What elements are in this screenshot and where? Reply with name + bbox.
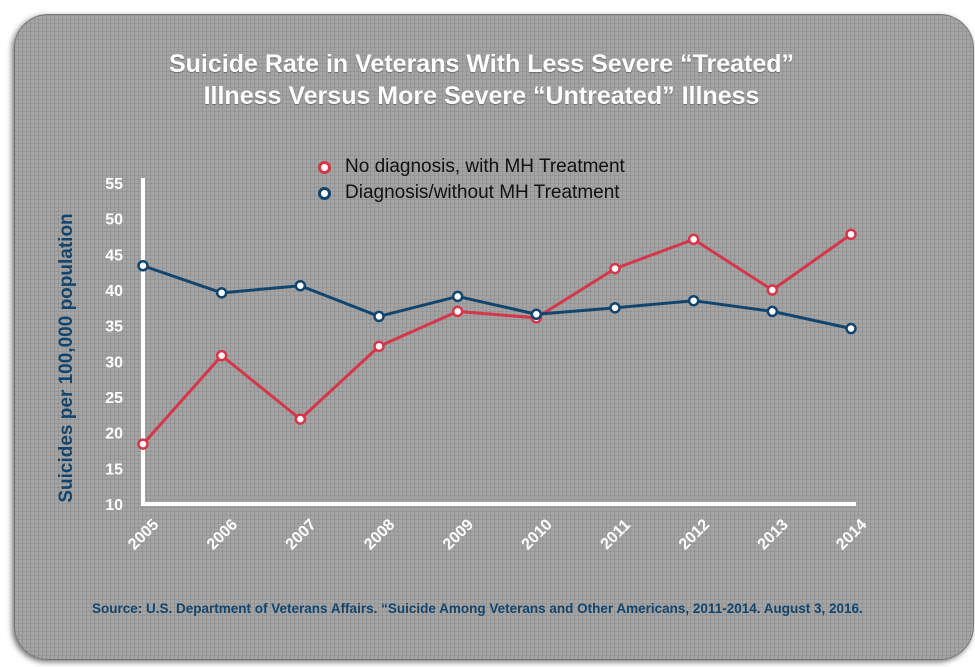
y-tick-label: 35 xyxy=(105,319,123,336)
data-point-untreated xyxy=(609,302,621,314)
x-tick-label: 2013 xyxy=(755,516,792,553)
data-point-untreated xyxy=(137,259,149,272)
y-tick-label: 30 xyxy=(105,354,123,371)
series-line-treated xyxy=(141,233,852,446)
data-point-untreated xyxy=(687,294,700,307)
chart-legend: No diagnosis, with MH Treatment Diagnosi… xyxy=(318,154,625,206)
y-tick-label: 50 xyxy=(105,212,123,229)
legend-item-untreated: Diagnosis/without MH Treatment xyxy=(318,180,625,206)
x-tick-label: 2007 xyxy=(283,516,320,553)
data-point-treated xyxy=(687,233,700,246)
source-note: Source: U.S. Department of Veterans Affa… xyxy=(92,601,863,616)
data-point-treated xyxy=(845,228,857,241)
data-point-untreated xyxy=(530,308,543,321)
data-point-untreated xyxy=(373,310,385,323)
y-tick-label: 25 xyxy=(105,390,123,407)
data-point-untreated xyxy=(845,322,857,335)
x-tick-label: 2005 xyxy=(125,516,162,553)
y-tick-label: 15 xyxy=(105,461,123,478)
chart-title-line-1: Suicide Rate in Veterans With Less Sever… xyxy=(168,50,795,78)
data-point-treated xyxy=(766,284,779,296)
data-point-untreated xyxy=(451,290,464,303)
data-point-treated xyxy=(215,349,228,362)
x-tick-label: 2011 xyxy=(598,516,635,553)
x-tick-label: 2014 xyxy=(833,516,870,553)
x-tick-label: 2006 xyxy=(204,516,241,553)
chart-title: Suicide Rate in Veterans With Less Sever… xyxy=(14,48,949,112)
data-point-untreated xyxy=(215,287,228,299)
data-point-untreated xyxy=(766,305,779,318)
data-point-treated xyxy=(451,305,464,318)
legend-marker-untreated xyxy=(318,186,331,200)
y-tick-label: 20 xyxy=(105,426,123,443)
chart-frame: Suicide Rate in Veterans With Less Sever… xyxy=(14,14,974,660)
x-tick-label: 2008 xyxy=(361,516,398,553)
chart-title-line-2: Illness Versus More Severe “Untreated” I… xyxy=(203,82,760,110)
legend-item-treated: No diagnosis, with MH Treatment xyxy=(318,154,625,180)
data-point-treated xyxy=(609,262,621,275)
legend-marker-treated xyxy=(318,160,331,174)
x-tick-label: 2010 xyxy=(519,516,556,553)
legend-label-treated: No diagnosis, with MH Treatment xyxy=(345,156,625,177)
data-point-untreated xyxy=(294,279,307,292)
x-tick-label: 2012 xyxy=(676,516,713,553)
y-tick-label: 10 xyxy=(105,497,123,514)
legend-label-untreated: Diagnosis/without MH Treatment xyxy=(345,182,620,203)
data-point-treated xyxy=(294,413,307,425)
y-tick-label: 40 xyxy=(105,283,123,300)
data-point-treated xyxy=(137,438,149,450)
y-axis-label: Suicides per 100,000 population xyxy=(56,213,77,502)
series-line-untreated xyxy=(142,264,852,330)
y-tick-label: 45 xyxy=(105,247,123,264)
x-tick-label: 2009 xyxy=(440,516,477,553)
data-point-treated xyxy=(373,340,385,353)
y-tick-label: 55 xyxy=(105,176,123,193)
